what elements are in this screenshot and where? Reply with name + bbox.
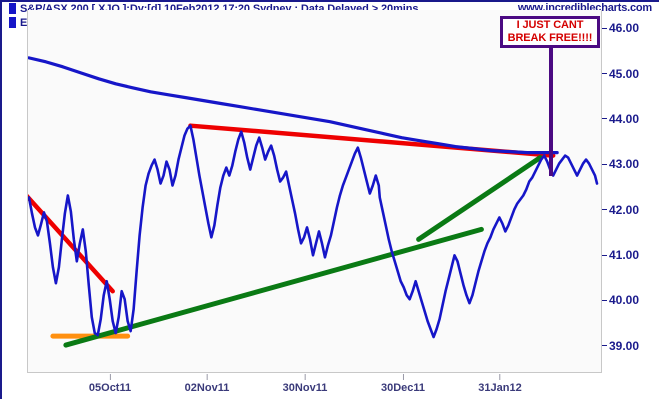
x-axis-tick-mark [206, 374, 208, 380]
y-axis-tick: 39.00 [602, 339, 639, 353]
x-axis: 05Oct11 02Nov11 30Nov11 30Dec11 31Jan12 [0, 374, 660, 400]
y-axis-tick: 45.00 [602, 67, 639, 81]
x-axis-tick-label: 05Oct11 [88, 382, 132, 394]
y-axis-tick-mark [602, 27, 607, 29]
y-axis-tick-label: 44.00 [609, 111, 640, 126]
trendline-ascending-support-main [63, 226, 484, 348]
y-axis-tick-label: 43.00 [609, 157, 640, 172]
y-axis-tick-mark [602, 209, 607, 211]
y-axis-tick-mark [602, 163, 607, 165]
y-axis-tick: 40.00 [602, 293, 639, 307]
y-axis-tick: 42.00 [602, 203, 639, 217]
x-axis-tick: 31Jan12 [478, 374, 522, 394]
y-axis-tick-mark [602, 299, 607, 301]
x-axis-tick-label: 30Dec11 [380, 382, 426, 394]
trendline-ascending-support-steep [416, 155, 543, 242]
x-axis-tick-label: 30Nov11 [282, 382, 328, 394]
legend-swatch-price-icon [9, 3, 16, 14]
y-axis-tick-label: 39.00 [609, 338, 640, 353]
y-axis-tick-label: 40.00 [609, 293, 640, 308]
y-axis-tick: 43.00 [602, 157, 639, 171]
x-axis-tick: 02Nov11 [184, 374, 230, 394]
legend-swatch-ema-icon [9, 17, 16, 28]
x-axis-tick-mark [304, 374, 306, 380]
x-axis-tick-label: 02Nov11 [184, 382, 230, 394]
y-axis-tick-mark [602, 73, 607, 75]
x-axis-tick-mark [402, 374, 404, 380]
y-axis-tick-label: 42.00 [609, 202, 640, 217]
y-axis-tick-mark [602, 345, 607, 347]
series-line-ema200 [28, 56, 559, 155]
trendline-descending-resistance-left [28, 194, 115, 294]
x-axis-tick: 05Oct11 [89, 374, 131, 394]
x-axis-tick-mark [499, 374, 501, 380]
plot-area [27, 10, 602, 373]
annotation-line-1: I JUST CANT [516, 19, 584, 31]
y-axis-tick-mark [602, 254, 607, 256]
x-axis-tick: 30Dec11 [381, 374, 425, 394]
series-line-price [28, 124, 599, 339]
annotation-line-2: BREAK FREE!!!! [507, 32, 593, 44]
y-axis-tick: 46.00 [602, 21, 639, 35]
y-axis: 46.00 45.00 44.00 43.00 42.00 41.00 40.00 39.00 [602, 10, 660, 374]
y-axis-tick: 41.00 [602, 248, 639, 262]
y-axis-tick-label: 45.00 [609, 66, 640, 81]
annotation-pointer-line [549, 48, 553, 176]
y-axis-tick-label: 46.00 [609, 21, 640, 36]
x-axis-tick-mark [109, 374, 111, 380]
y-axis-tick-label: 41.00 [609, 248, 640, 263]
x-axis-tick: 30Nov11 [282, 374, 328, 394]
annotation-callout-box: I JUST CANT BREAK FREE!!!! [500, 16, 600, 48]
x-axis-tick-label: 31Jan12 [478, 382, 522, 394]
plot-canvas [28, 56, 599, 348]
y-axis-tick: 44.00 [602, 112, 639, 126]
y-axis-tick-mark [602, 118, 607, 120]
